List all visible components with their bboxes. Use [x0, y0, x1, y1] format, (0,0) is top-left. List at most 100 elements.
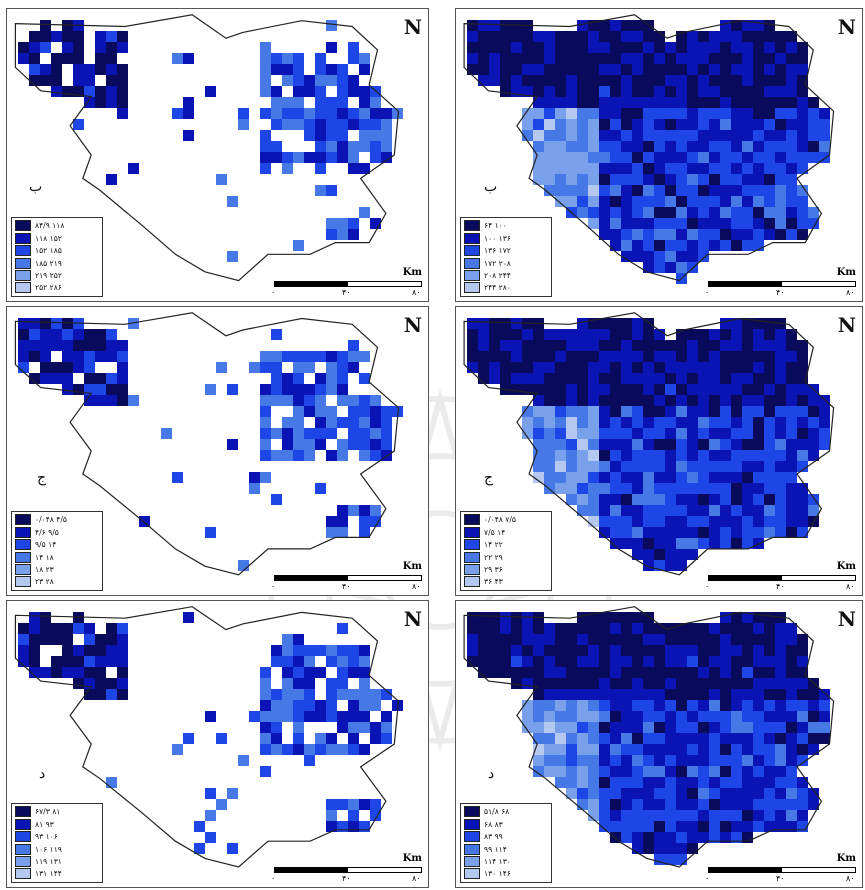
- raster-cell: [676, 130, 687, 141]
- raster-cell: [698, 700, 709, 711]
- raster-cell: [381, 417, 392, 428]
- raster-cell: [62, 623, 73, 634]
- raster-cell: [621, 384, 632, 395]
- raster-cell: [533, 86, 544, 97]
- raster-cell: [315, 119, 326, 130]
- raster-cell: [654, 700, 665, 711]
- raster-cell: [533, 130, 544, 141]
- raster-cell: [621, 656, 632, 667]
- raster-cell: [271, 645, 282, 656]
- raster-cell: [500, 623, 511, 634]
- raster-cell: [698, 384, 709, 395]
- raster-cell: [621, 218, 632, 229]
- raster-cell: [731, 108, 742, 119]
- raster-cell: [786, 395, 797, 406]
- raster-cell: [654, 755, 665, 766]
- raster-cell: [326, 185, 337, 196]
- raster-cell: [533, 53, 544, 64]
- raster-cell: [698, 722, 709, 733]
- raster-cell: [337, 711, 348, 722]
- raster-cell: [643, 108, 654, 119]
- raster-cell: [205, 832, 216, 843]
- raster-cell: [588, 406, 599, 417]
- raster-cell: [588, 340, 599, 351]
- raster-cell: [249, 711, 260, 722]
- raster-cell: [348, 152, 359, 163]
- raster-cell: [588, 141, 599, 152]
- raster-cell: [106, 777, 117, 788]
- raster-cell: [775, 700, 786, 711]
- raster-cell: [95, 351, 106, 362]
- raster-cell: [687, 439, 698, 450]
- raster-cell: [720, 64, 731, 75]
- raster-cell: [709, 821, 720, 832]
- raster-cell: [370, 799, 381, 810]
- raster-cell: [676, 667, 687, 678]
- raster-cell: [610, 351, 621, 362]
- raster-cell: [665, 711, 676, 722]
- raster-cell: [764, 634, 775, 645]
- raster-cell: [687, 634, 698, 645]
- raster-cell: [172, 108, 183, 119]
- raster-cell: [18, 329, 29, 340]
- raster-cell: [632, 395, 643, 406]
- raster-cell: [797, 744, 808, 755]
- raster-cell: [533, 755, 544, 766]
- raster-cell: [643, 821, 654, 832]
- raster-cell: [643, 516, 654, 527]
- raster-cell: [511, 362, 522, 373]
- legend-row: ۱۱۹ ۱۳۱: [15, 855, 99, 867]
- raster-cell: [676, 329, 687, 340]
- raster-cell: [315, 163, 326, 174]
- raster-cell: [808, 744, 819, 755]
- raster-cell: [40, 362, 51, 373]
- raster-cell: [742, 645, 753, 656]
- raster-cell: [797, 86, 808, 97]
- raster-cell: [522, 656, 533, 667]
- raster-cell: [764, 20, 775, 31]
- raster-cell: [676, 733, 687, 744]
- raster-cell: [533, 623, 544, 634]
- raster-cell: [742, 516, 753, 527]
- raster-cell: [786, 722, 797, 733]
- raster-cell: [271, 152, 282, 163]
- legend-swatch: [464, 282, 480, 294]
- raster-cell: [238, 755, 249, 766]
- raster-cell: [359, 821, 370, 832]
- raster-cell: [654, 843, 665, 854]
- raster-cell: [731, 450, 742, 461]
- raster-cell: [731, 53, 742, 64]
- raster-cell: [676, 240, 687, 251]
- legend-row: ۱۷۲ ۲۰۸: [464, 257, 548, 269]
- raster-cell: [687, 64, 698, 75]
- raster-cell: [599, 152, 610, 163]
- raster-cell: [654, 262, 665, 273]
- raster-cell: [665, 384, 676, 395]
- raster-cell: [720, 163, 731, 174]
- raster-cell: [687, 97, 698, 108]
- raster-cell: [381, 439, 392, 450]
- raster-cell: [643, 832, 654, 843]
- raster-cell: [478, 340, 489, 351]
- raster-cell: [337, 505, 348, 516]
- raster-cell: [632, 318, 643, 329]
- raster-cell: [599, 53, 610, 64]
- raster-cell: [62, 340, 73, 351]
- raster-cell: [117, 384, 128, 395]
- raster-cell: [731, 656, 742, 667]
- raster-cell: [654, 108, 665, 119]
- raster-cell: [566, 86, 577, 97]
- raster-cell: [731, 119, 742, 130]
- raster-cell: [665, 560, 676, 571]
- raster-cell: [544, 689, 555, 700]
- raster-cell: [786, 207, 797, 218]
- raster-cell: [676, 810, 687, 821]
- raster-cell: [764, 362, 775, 373]
- raster-cell: [599, 196, 610, 207]
- raster-cell: [348, 406, 359, 417]
- map-panel-top-left: N ب ۸۴/۹ ۱۱۸ ۱۱۸ ۱۵۲ ۱۵۲ ۱۸۵ ۱۸۵ ۲۱۹ ۲۱۹ ۲۵۲…: [6, 8, 429, 302]
- raster-cell: [698, 527, 709, 538]
- raster-cell: [106, 623, 117, 634]
- raster-cell: [544, 108, 555, 119]
- raster-cell: [588, 788, 599, 799]
